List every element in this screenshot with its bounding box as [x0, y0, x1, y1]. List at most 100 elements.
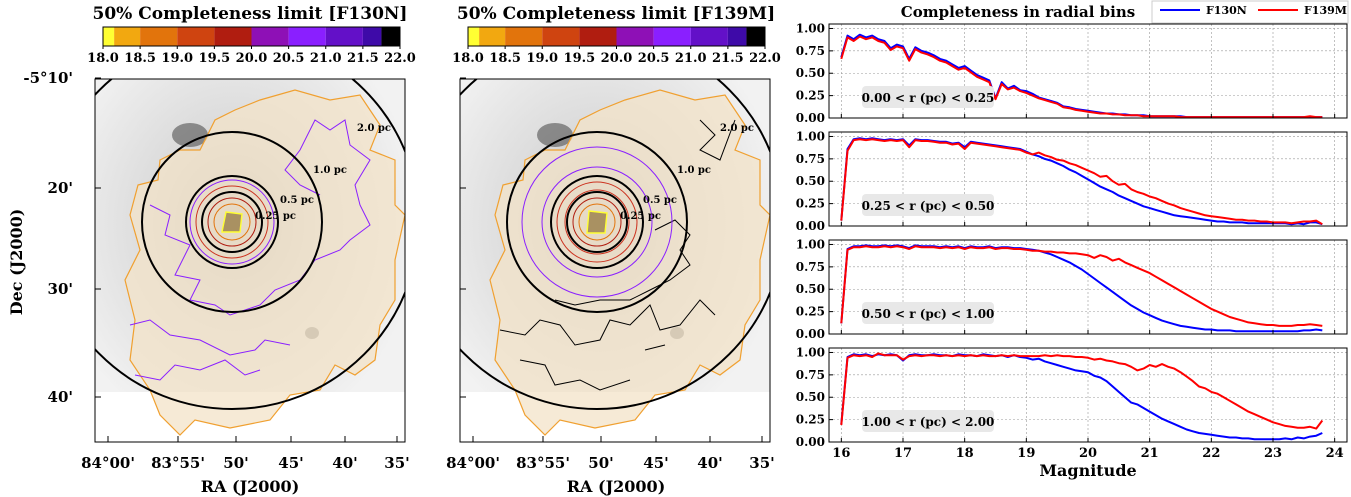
panel-label-box	[862, 410, 994, 432]
colorbar-tick-label: 18.0	[452, 51, 484, 66]
colorbar-segment	[468, 27, 480, 46]
dec-tick-label: 40'	[48, 388, 73, 406]
y-tick-label: 0.75	[796, 152, 825, 166]
colorbar-segment	[381, 27, 400, 46]
outer-contour	[129, 119, 371, 381]
map-title: 50% Completeness limit [F139M]	[457, 4, 775, 24]
outer-contour	[499, 119, 736, 391]
y-tick-label: 0.25	[796, 197, 825, 211]
x-axis-label: RA (J2000)	[201, 477, 300, 496]
colorbar-tick-label: 18.5	[489, 51, 521, 66]
core-contour	[221, 211, 243, 233]
y-tick-label: 1.00	[796, 237, 825, 251]
colorbar-tick-label: 21.0	[675, 51, 707, 66]
radius-circle	[506, 131, 688, 313]
colorbar-segment	[325, 27, 363, 46]
panel-label-box	[862, 194, 994, 216]
dec-tick-label: 30'	[48, 280, 73, 298]
y-tick-label: 0.00	[796, 327, 825, 341]
colorbar-segment	[140, 27, 178, 46]
y-tick-label: 0.75	[796, 260, 825, 274]
y-tick-label: 0.50	[796, 174, 825, 188]
colorbar-tick-label: 19.0	[161, 51, 193, 66]
radius-circle	[566, 191, 628, 253]
colorbar-segment	[288, 27, 326, 46]
x-tick-label: 20	[1079, 446, 1097, 461]
panel-label: 1.00 < r (pc) < 2.00	[862, 410, 995, 432]
circle-label: 0.25 pc	[620, 211, 661, 222]
contour	[207, 197, 257, 247]
y-tick-label: 0.50	[796, 390, 825, 404]
y-tick-label: 1.00	[796, 129, 825, 143]
circle-label: 0.25 pc	[255, 211, 296, 222]
colorbar-segment	[362, 27, 382, 46]
contour	[572, 197, 622, 247]
colorbar-tick-label: 18.5	[124, 51, 156, 66]
subplot-0: 0.00 0.25 0.50 0.75 1.00 0.00 < r (pc) < 0.25	[796, 21, 1348, 125]
ra-tick-label: 83°55'	[151, 454, 205, 472]
ra-tick-label: 83°55'	[516, 454, 570, 472]
colorbar-segment	[114, 27, 141, 46]
dark-knot	[537, 123, 573, 147]
subplot-1: 0.00 0.25 0.50 0.75 1.00 0.25 < r (pc) < 0.50	[796, 129, 1348, 233]
colorbar-segment	[616, 27, 654, 46]
colorbar-tick-label: 21.0	[310, 51, 342, 66]
subplots: 0.00 0.25 0.50 0.75 1.00 0.00 < r (pc) < 0.25…	[796, 21, 1348, 461]
map-frame	[94, 78, 406, 443]
circle-label: 2.0 pc	[720, 123, 754, 134]
colorbar-segment	[542, 27, 580, 46]
subplot-2: 0.00 0.25 0.50 0.75 1.00 0.50 < r (pc) < 1.00	[796, 237, 1348, 341]
colorbar-segment	[727, 27, 747, 46]
colorbar-tick-label: 20.5	[638, 51, 670, 66]
panel-label-text: 1.00 < r (pc) < 2.00	[862, 415, 995, 429]
panel-label-text: 0.50 < r (pc) < 1.00	[862, 307, 995, 321]
dec-tick-label: -5°10'	[23, 69, 73, 87]
colorbar-segment	[251, 27, 289, 46]
y-tick-label: 1.00	[796, 345, 825, 359]
colorbar-tick-label: 22.0	[749, 51, 781, 66]
circle-label: 2.0 pc	[357, 123, 391, 134]
contour	[541, 166, 653, 278]
y-tick-label: 0.75	[796, 44, 825, 58]
radius-circle	[141, 131, 323, 313]
radius-circle	[550, 175, 644, 269]
contour	[578, 203, 616, 241]
ra-tick-label: 40'	[332, 454, 357, 472]
colorbar-segment	[214, 27, 252, 46]
contour	[189, 179, 275, 265]
map-ticks	[460, 77, 763, 442]
radius-circle	[185, 175, 279, 269]
panel-label: 0.50 < r (pc) < 1.00	[862, 302, 995, 324]
circle-label: 0.5 pc	[280, 195, 314, 206]
ra-tick-label: 35'	[384, 454, 409, 472]
dark-knot	[172, 123, 208, 147]
x-axis-label: Magnitude	[1039, 461, 1136, 480]
y-tick-label: 0.00	[796, 435, 825, 449]
contour	[564, 189, 630, 255]
completeness-chart: Completeness in radial bins F130N F139M …	[796, 0, 1349, 480]
series-line-f139m	[840, 138, 1323, 226]
circle-label: 0.5 pc	[643, 195, 677, 206]
y-tick-label: 0.50	[796, 282, 825, 296]
x-axis-label: RA (J2000)	[567, 477, 666, 496]
chart-title: Completeness in radial bins	[901, 3, 1135, 21]
map-title: 50% Completeness limit [F130N]	[93, 4, 408, 24]
panel-label: 0.00 < r (pc) < 0.25	[862, 86, 995, 108]
colorbar-tick-label: 21.5	[347, 51, 379, 66]
y-tick-label: 0.50	[796, 66, 825, 80]
ra-tick-label: 40'	[697, 454, 722, 472]
x-tick-label: 16	[832, 446, 850, 461]
radius-circle	[95, 79, 405, 410]
panel-label-text: 0.00 < r (pc) < 0.25	[862, 91, 995, 105]
contour	[556, 181, 638, 263]
series-line-f139m	[840, 352, 1324, 430]
map-panel-f130n: 50% Completeness limit [F130N] 18.0 18.5 1…	[7, 4, 416, 496]
panel-label-box	[862, 86, 994, 108]
legend-label-f139m: F139M	[1304, 4, 1347, 17]
y-tick-label: 1.00	[796, 21, 825, 35]
legend: F130N F139M	[1151, 0, 1349, 24]
contour	[521, 146, 673, 298]
y-tick-label: 0.00	[796, 111, 825, 125]
colorbar-tick-label: 19.0	[526, 51, 558, 66]
